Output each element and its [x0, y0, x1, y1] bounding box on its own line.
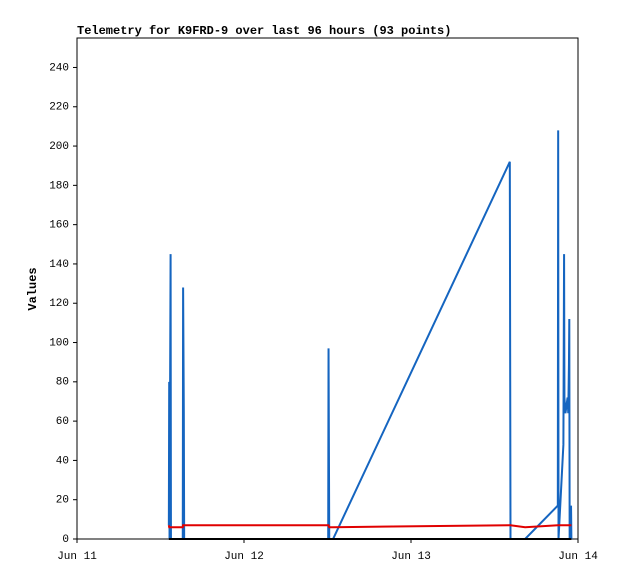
- y-tick-label: 180: [49, 180, 69, 192]
- y-tick-label: 140: [49, 259, 69, 271]
- chart-title: Telemetry for K9FRD-9 over last 96 hours…: [77, 24, 451, 38]
- y-tick-label: 220: [49, 102, 69, 114]
- y-tick-label: 200: [49, 141, 69, 153]
- series-line: [167, 524, 572, 529]
- y-tick-label: 100: [49, 337, 69, 349]
- y-tick-label: 160: [49, 220, 69, 232]
- y-tick-label: 60: [56, 416, 69, 428]
- x-tick-label: Jun 14: [558, 551, 598, 563]
- y-tick-label: 0: [62, 534, 69, 546]
- y-tick-label: 20: [56, 495, 69, 507]
- x-tick-label: Jun 13: [391, 551, 431, 563]
- y-tick-label: 240: [49, 62, 69, 74]
- y-tick-label: 40: [56, 455, 69, 467]
- y-axis-label: Values: [26, 267, 40, 310]
- y-tick-label: 120: [49, 298, 69, 310]
- x-tick-label: Jun 11: [57, 551, 97, 563]
- x-tick-label: Jun 12: [224, 551, 264, 563]
- y-tick-label: 80: [56, 377, 69, 389]
